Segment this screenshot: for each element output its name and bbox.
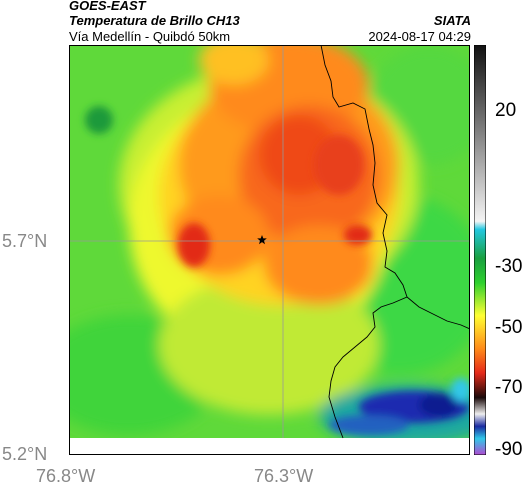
satellite-title: GOES-EAST (69, 0, 146, 13)
department-border (320, 45, 408, 439)
cbar-tick-minus70: -70 (495, 377, 523, 398)
star-icon (257, 235, 267, 245)
department-border-2 (406, 296, 470, 330)
temperature-field (69, 45, 470, 438)
temperature-colorbar (474, 45, 486, 455)
cbar-tick-20: 20 (495, 100, 517, 121)
lat-tick-5.7: 5.7°N (2, 231, 48, 251)
cbar-tick-minus90: -90 (495, 439, 523, 460)
lat-tick-5.2: 5.2°N (2, 444, 48, 464)
brightness-temperature-map (69, 45, 470, 455)
region-subtitle: Vía Medellín - Quibdó 50km (69, 29, 231, 44)
product-title: Temperatura de Brillo CH13 (69, 13, 240, 28)
source-label: SIATA (433, 13, 471, 28)
lon-tick-76.8: 76.8°W (36, 466, 96, 486)
lon-tick-76.3: 76.3°W (254, 466, 314, 486)
cbar-tick-minus50: -50 (495, 317, 523, 338)
cbar-tick-minus30: -30 (495, 256, 523, 277)
datetime-label: 2024-08-17 04:29 (368, 29, 471, 44)
